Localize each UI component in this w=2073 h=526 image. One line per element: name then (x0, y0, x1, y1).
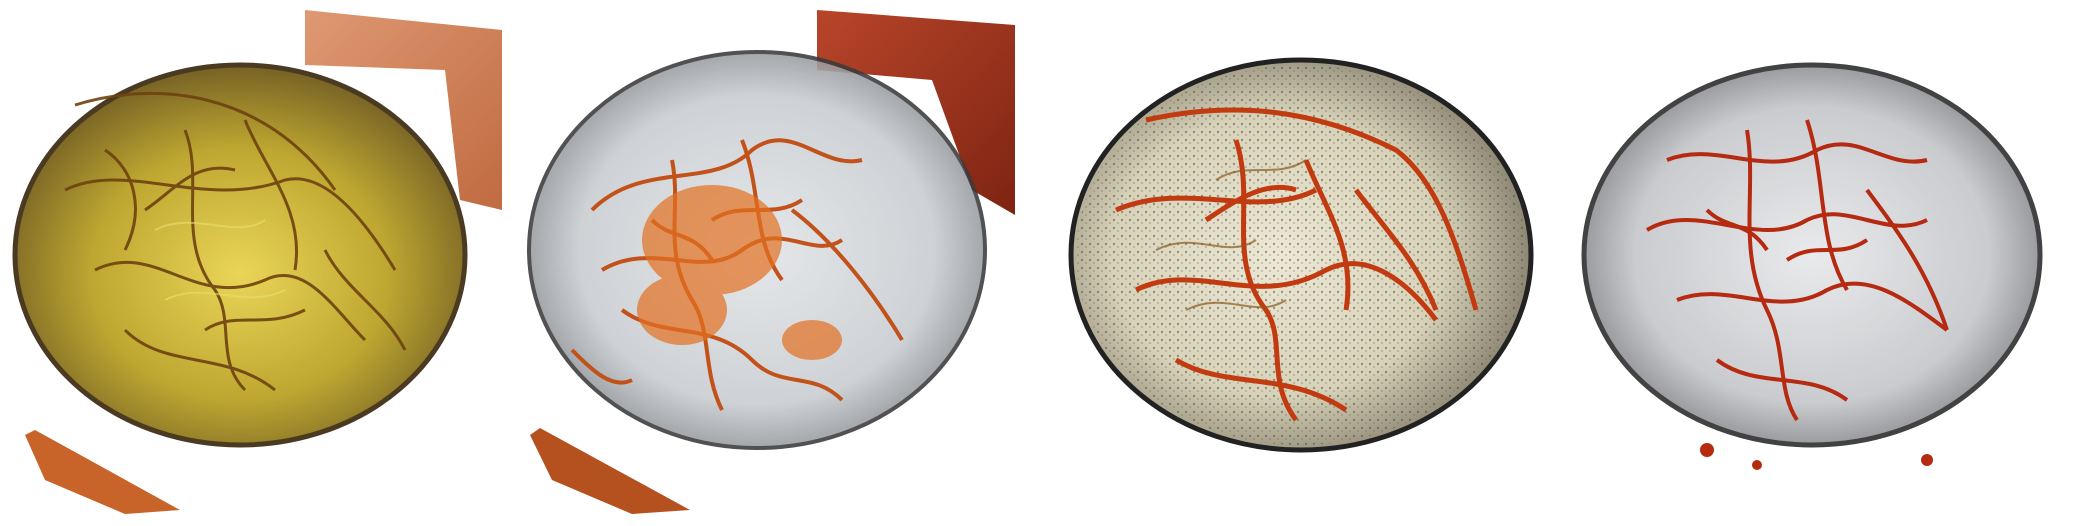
skull-volume (1581, 62, 2043, 448)
slice-plane-top (817, 10, 1015, 215)
vessel-network (64, 91, 407, 392)
skull-render-gray-orange (527, 10, 1015, 514)
slice-plane-top (305, 10, 502, 210)
render-panel-2 (512, 10, 1015, 514)
skull-volume (12, 62, 468, 448)
skull-render-gray-red (1581, 62, 2043, 470)
slice-plane-bottom (25, 430, 180, 514)
skull-render-speckled-red (1068, 57, 1534, 453)
vessel-network (1645, 119, 1949, 422)
render-panel-1 (5, 10, 502, 514)
render-panel-4 (1567, 10, 2070, 514)
render-panel-3 (1056, 10, 1559, 514)
slice-plane-bottom (530, 428, 690, 514)
skull-render-yellow (12, 10, 502, 514)
vessel-network (1115, 107, 1479, 422)
